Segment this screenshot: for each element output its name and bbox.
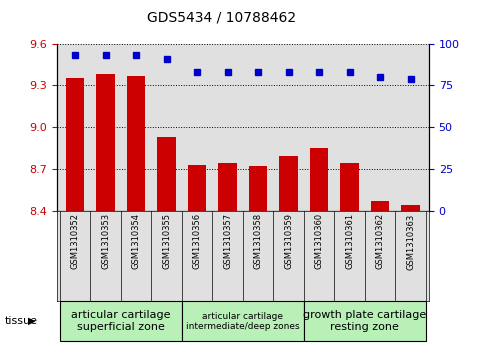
Text: GDS5434 / 10788462: GDS5434 / 10788462 [147, 11, 296, 25]
Text: GSM1310356: GSM1310356 [193, 213, 202, 269]
Bar [218, 163, 237, 211]
Bar [182, 301, 304, 341]
Text: GSM1310353: GSM1310353 [101, 213, 110, 269]
Text: GSM1310355: GSM1310355 [162, 213, 171, 269]
Bar [304, 301, 426, 341]
Bar [249, 166, 267, 211]
Bar [96, 74, 115, 211]
Text: tissue: tissue [5, 316, 38, 326]
Bar [310, 148, 328, 211]
Text: GSM1310359: GSM1310359 [284, 213, 293, 269]
Bar [371, 201, 389, 211]
Bar [66, 78, 84, 211]
Text: ▶: ▶ [28, 316, 36, 326]
Text: GSM1310361: GSM1310361 [345, 213, 354, 269]
Text: GSM1310354: GSM1310354 [132, 213, 141, 269]
Text: articular cartilage
superficial zone: articular cartilage superficial zone [71, 310, 171, 332]
Text: articular cartilage
intermediate/deep zones: articular cartilage intermediate/deep zo… [186, 311, 300, 331]
Text: GSM1310352: GSM1310352 [70, 213, 79, 269]
Bar [401, 205, 420, 211]
Text: GSM1310363: GSM1310363 [406, 213, 415, 269]
Text: GSM1310358: GSM1310358 [253, 213, 263, 269]
Text: GSM1310360: GSM1310360 [315, 213, 323, 269]
Text: GSM1310357: GSM1310357 [223, 213, 232, 269]
Text: GSM1310362: GSM1310362 [376, 213, 385, 269]
Bar [341, 163, 359, 211]
Text: growth plate cartilage
resting zone: growth plate cartilage resting zone [303, 310, 426, 332]
Bar [280, 156, 298, 211]
Bar [157, 137, 176, 211]
Bar [60, 301, 182, 341]
Bar [188, 164, 206, 211]
Bar [127, 76, 145, 211]
